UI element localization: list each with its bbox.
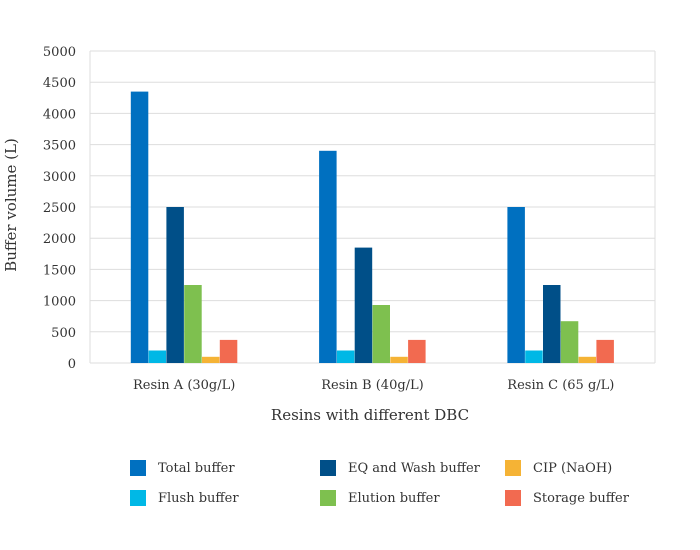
bar-eq-and-wash-buffer (543, 285, 561, 363)
legend-item: Total buffer (130, 458, 235, 478)
legend-item: CIP (NaOH) (505, 458, 612, 478)
legend-swatch (130, 490, 146, 506)
bar-cip-naoh (202, 356, 220, 363)
bar-elution-buffer (184, 285, 202, 363)
y-tick-label: 2000 (43, 232, 76, 247)
legend-label: Storage buffer (533, 490, 629, 506)
bar-elution-buffer (560, 321, 579, 363)
bar-total-buffer (319, 150, 337, 363)
legend-label: EQ and Wash buffer (348, 460, 480, 476)
legend-label: CIP (NaOH) (533, 460, 613, 476)
bar-flush-buffer (148, 350, 167, 363)
y-tick-label: 2500 (43, 201, 76, 216)
y-tick-label: 4500 (43, 76, 76, 91)
legend-item: Elution buffer (320, 488, 440, 508)
bar-cip-naoh (578, 356, 597, 363)
legend-label: Total buffer (158, 460, 235, 476)
y-axis-ticks: 0 500 1000 1500 2000 2500 3000 3500 4000 4500 5000 (43, 45, 76, 372)
y-tick-label: 3500 (43, 139, 76, 154)
bar-storage-buffer (219, 339, 238, 363)
x-axis-title: Resins with different DBC (271, 406, 469, 424)
y-tick-label: 3000 (43, 170, 76, 185)
legend-item: Flush buffer (130, 488, 239, 508)
x-axis-categories: Resin A (30g/L) Resin B (40g/L) Resin C (6… (133, 378, 614, 393)
legend-item: EQ and Wash buffer (320, 458, 480, 478)
legend: Total buffer EQ and Wash buffer CIP (NaOH)… (130, 455, 670, 525)
bar-storage-buffer (596, 339, 614, 363)
bar-flush-buffer (525, 350, 543, 363)
bar-flush-buffer (336, 350, 355, 363)
x-category-label: Resin B (40g/L) (321, 378, 424, 393)
legend-swatch (505, 460, 521, 476)
bar-eq-and-wash-buffer (166, 207, 184, 363)
bar-eq-and-wash-buffer (354, 247, 373, 363)
bar-total-buffer (507, 207, 525, 363)
bar-storage-buffer (408, 339, 426, 363)
legend-item: Storage buffer (505, 488, 629, 508)
bar-elution-buffer (372, 305, 390, 363)
y-tick-label: 5000 (43, 45, 76, 60)
y-axis-title: Buffer volume (L) (2, 138, 20, 272)
bar-cip-naoh (390, 356, 408, 363)
y-tick-label: 1500 (43, 263, 76, 278)
bars (130, 91, 614, 363)
legend-label: Elution buffer (348, 490, 440, 506)
y-tick-label: 4000 (43, 107, 76, 122)
legend-label: Flush buffer (158, 490, 239, 506)
legend-swatch (320, 460, 336, 476)
grid-lines (89, 50, 656, 364)
x-category-label: Resin C (65 g/L) (507, 378, 614, 393)
legend-swatch (505, 490, 521, 506)
legend-swatch (130, 460, 146, 476)
y-tick-label: 500 (51, 326, 76, 341)
y-tick-label: 1000 (43, 295, 76, 310)
bar-total-buffer (130, 91, 149, 363)
x-category-label: Resin A (30g/L) (133, 378, 235, 393)
y-tick-label: 0 (68, 357, 76, 372)
legend-swatch (320, 490, 336, 506)
